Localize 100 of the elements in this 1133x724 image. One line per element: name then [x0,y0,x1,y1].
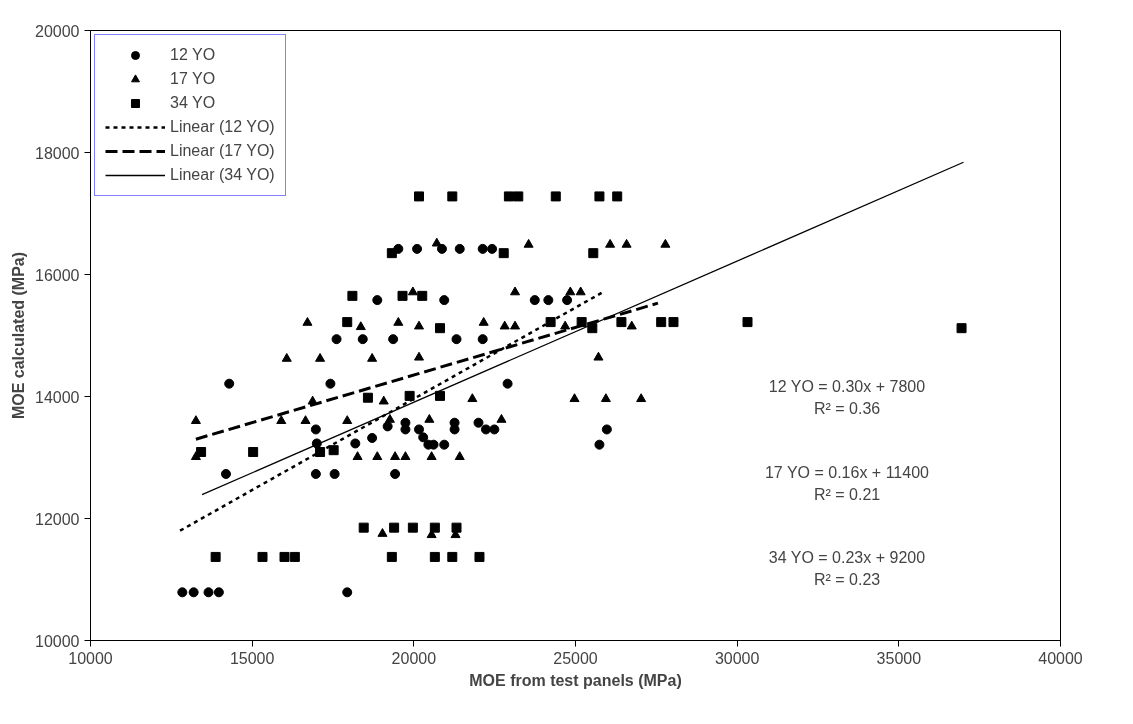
point [289,551,300,562]
x-tick-label: 25000 [553,649,598,667]
point [389,522,400,533]
point [956,323,967,334]
point [315,352,326,362]
point [350,438,361,449]
point [565,286,576,296]
point [357,334,368,345]
point [362,392,373,403]
point [414,424,425,435]
point [384,413,395,423]
point [489,424,500,435]
point [429,522,440,533]
point [502,378,513,389]
point [601,424,612,435]
point [328,445,339,456]
point [414,351,425,361]
point [372,295,383,306]
point [543,295,554,306]
annotation: 12 YO = 0.30x + 7800 R² = 0.36 [768,378,926,418]
legend-label: Linear (12 YO) [170,118,275,136]
point [523,238,534,248]
x-tick-label: 35000 [876,649,922,667]
y-tick-label: 20000 [35,22,80,40]
point [435,390,446,401]
point [342,587,353,598]
x-axis-title: MOE from test panels (MPa) [469,671,682,689]
point [594,439,605,450]
point [431,237,442,247]
point [386,248,397,259]
point [300,415,311,424]
point [621,238,632,248]
legend-label: 34 YO [170,94,216,112]
legend-label: Linear (17 YO) [170,142,275,160]
annotation: 17 YO = 0.16x + 11400 R² = 0.21 [764,463,930,503]
point [382,421,393,432]
point [203,587,214,598]
y-tick-label: 12000 [35,510,80,528]
point [388,334,399,345]
point [499,320,510,330]
point [477,243,488,254]
point [378,395,389,405]
point [550,191,561,202]
point [355,321,366,331]
point [467,393,478,403]
point [447,191,458,202]
point [636,393,647,403]
point [386,551,397,562]
x-tick-label: 20000 [391,649,437,667]
point [302,316,313,326]
point [358,522,369,533]
point [478,316,489,326]
point [414,191,425,202]
point [435,323,446,334]
point [196,447,207,458]
point [248,447,259,458]
point [451,522,462,533]
point [279,551,290,562]
point [660,238,671,248]
point [480,424,491,435]
point [377,528,388,537]
y-tick-label: 14000 [35,388,80,406]
point [190,415,201,424]
point [600,393,611,403]
point [210,551,221,562]
point [325,378,336,389]
point [474,551,485,562]
point [224,378,235,389]
point [510,320,521,330]
y-tick-label: 16000 [35,266,80,284]
point [329,468,340,479]
point [588,248,599,259]
point [310,468,321,479]
point [426,451,437,460]
point [367,352,378,362]
point [404,390,415,401]
point [560,320,571,330]
point [367,432,378,443]
point [503,191,514,202]
point [347,290,358,301]
legend-label: Linear (34 YO) [170,166,275,184]
point [390,451,401,460]
point [593,351,604,361]
point [429,551,440,562]
point [454,243,465,254]
point [447,551,458,562]
point [510,286,521,296]
point [451,334,462,345]
point [594,191,605,202]
point [400,451,411,460]
point [310,424,321,435]
x-tick-label: 15000 [229,649,275,667]
point [352,451,363,460]
point [424,413,435,423]
point [439,295,450,306]
point [616,317,627,328]
point [407,522,418,533]
point [562,295,573,306]
point [342,317,353,328]
point [668,317,679,328]
